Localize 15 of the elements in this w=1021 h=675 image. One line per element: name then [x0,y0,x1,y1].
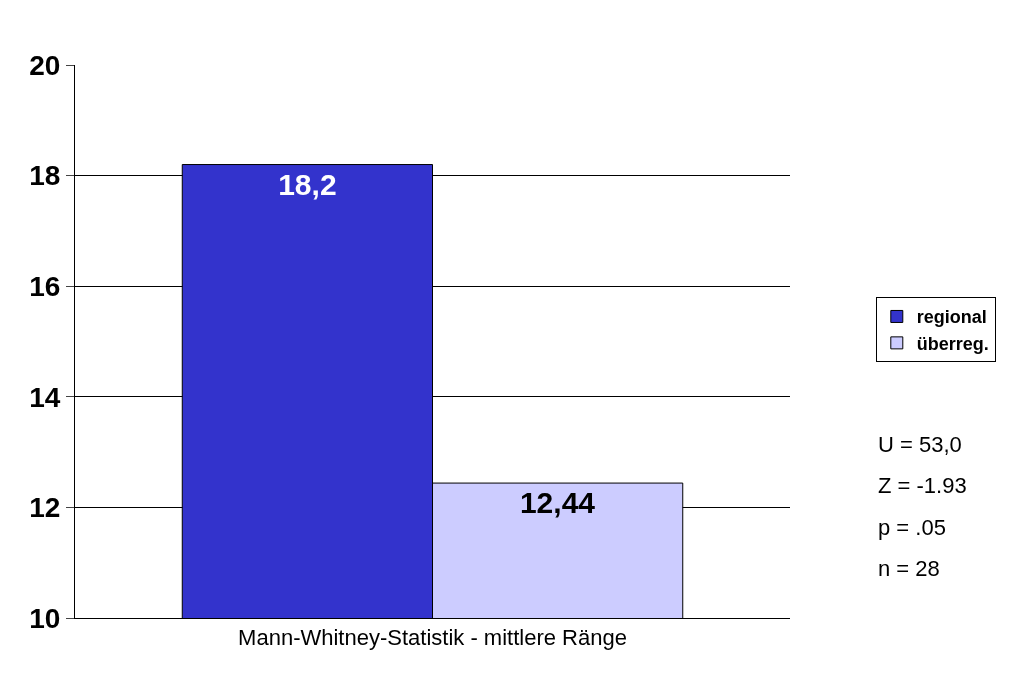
y-tick-label: 12 [29,492,61,524]
y-tick-label: 18 [29,160,61,192]
legend-label: regional [916,307,987,328]
text: p = .05 [878,515,946,540]
y-tick-label: 16 [29,271,61,302]
y-tick-label: 10 [29,602,61,634]
y-tick-label: 20 [29,49,61,81]
y-tick-label: 14 [29,381,61,413]
x-tick-label: Mann-Whitney-Statistik - mittlere Ränge [238,625,627,651]
data-label: 18,2 [278,167,337,201]
text: U = 53,0 [878,432,962,457]
legend-label: überreg. [916,333,989,354]
text: n = 28 [878,556,940,581]
text: Z = -1.93 [878,473,967,498]
data-label: 12,44 [519,486,596,520]
